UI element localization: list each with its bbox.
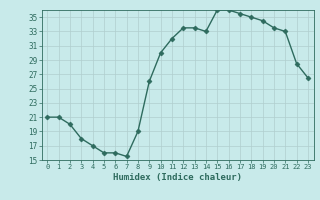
X-axis label: Humidex (Indice chaleur): Humidex (Indice chaleur) bbox=[113, 173, 242, 182]
